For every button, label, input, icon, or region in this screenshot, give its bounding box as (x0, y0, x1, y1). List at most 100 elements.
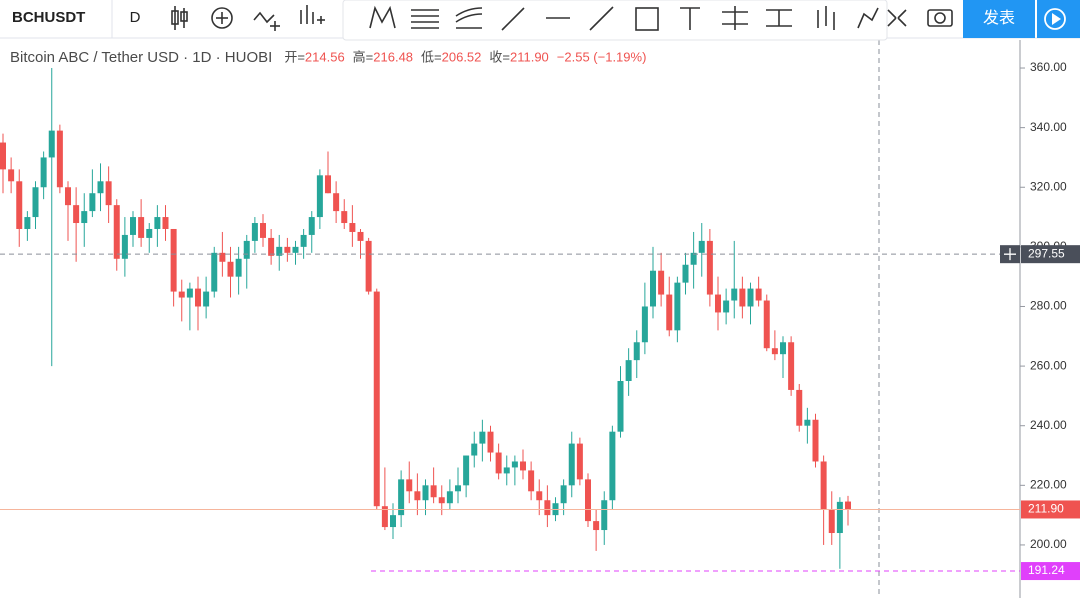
candle-body (585, 479, 591, 522)
candle-body (211, 252, 218, 292)
candle-body (390, 515, 396, 528)
candle-body (24, 217, 31, 229)
y-tick-label: 220.00 (1030, 477, 1067, 491)
candle-body (771, 348, 778, 355)
candle-body (747, 288, 754, 307)
plot-area: 200.00220.00240.00260.00280.00300.00320.… (0, 40, 1080, 598)
compare-icon[interactable] (253, 11, 280, 31)
candle-body (430, 485, 437, 498)
y-tick-label: 200.00 (1030, 537, 1067, 551)
candle-body (73, 205, 80, 224)
candle-body (373, 291, 380, 507)
candle-body (349, 223, 356, 232)
candle-body (755, 288, 762, 301)
candle-body (357, 231, 364, 241)
legend-label: 高= (353, 49, 374, 64)
drawing-toolbar (342, 0, 888, 41)
candle-body (836, 501, 843, 534)
candle-body (203, 291, 210, 307)
legend-label: 低= (421, 49, 442, 64)
candle-body (227, 261, 234, 277)
candle-body (56, 130, 63, 188)
replay-icon[interactable] (1044, 8, 1066, 30)
ohlc-legend: 开= 214.56 高= 216.48 低= 206.52 收= 211.90 −2.55 (−… (284, 49, 646, 64)
publish-label[interactable]: 发表 (983, 9, 1015, 27)
candle-body (154, 217, 161, 229)
candle-body (804, 419, 811, 426)
candle-body (284, 246, 291, 253)
candle-body (495, 452, 502, 474)
candle-body (235, 258, 242, 277)
candle-body (739, 288, 746, 307)
candle-body (105, 181, 112, 206)
candle-body (341, 211, 348, 224)
candle-body (414, 491, 421, 501)
price-label-box (1021, 245, 1080, 264)
interval[interactable]: D (130, 9, 141, 26)
candle-body (520, 461, 526, 471)
candle-body (544, 500, 551, 516)
price-label-box (1021, 500, 1080, 519)
candle-icon[interactable] (171, 6, 188, 30)
candle-body (763, 300, 770, 349)
candle-body (97, 181, 104, 194)
candle-body (690, 252, 697, 265)
chart-title: Bitcoin ABC / Tether USD · 1D · HUOBI (10, 49, 272, 66)
replay-icon-play[interactable] (1052, 13, 1061, 25)
candle-body (138, 217, 145, 238)
candle-body (633, 342, 640, 361)
y-tick-label: 240.00 (1030, 418, 1067, 432)
candle-body (113, 205, 120, 259)
y-tick-label: 320.00 (1030, 179, 1067, 193)
candle-body (650, 270, 656, 307)
candle-body (251, 223, 258, 241)
candle-body (146, 228, 153, 238)
candle-body (446, 491, 453, 504)
candle-body (723, 300, 730, 313)
candle-body (698, 240, 705, 253)
candle-body (8, 169, 15, 182)
candle-body (81, 211, 88, 224)
candle-body (609, 431, 616, 501)
candle-body (422, 485, 429, 501)
y-tick-label: 280.00 (1030, 299, 1067, 313)
candle-body (568, 443, 575, 486)
candle-body (463, 455, 470, 486)
symbol[interactable]: BCHUSDT (12, 9, 85, 26)
candle-body (731, 288, 738, 301)
candle-body (40, 157, 47, 188)
y-tick-label: 260.00 (1030, 358, 1067, 372)
candle-body (812, 419, 819, 462)
price-label: 191.24 (1028, 563, 1065, 577)
candle-body (398, 479, 405, 516)
candle-body (381, 506, 388, 528)
legend-label: 收= (489, 49, 510, 64)
candle-body (406, 479, 413, 492)
legend-label: 开= (284, 49, 305, 64)
candle-body (333, 193, 340, 212)
bars-icon[interactable] (300, 5, 325, 24)
legend-change: −2.55 (−1.19%) (557, 49, 647, 64)
legend-value: 216.48 (373, 49, 413, 64)
publish-button[interactable] (963, 0, 1035, 38)
candle-body (471, 443, 478, 456)
y-tick-label: 340.00 (1030, 120, 1067, 134)
candle-body (325, 175, 331, 194)
indicator-icon[interactable] (211, 7, 233, 29)
candle-body (89, 193, 96, 212)
candle-body (130, 217, 136, 235)
y-tick-label: 360.00 (1030, 60, 1067, 74)
legend-value: 206.52 (442, 49, 482, 64)
candle-body (121, 234, 128, 259)
price-label-box (1021, 562, 1080, 581)
candle-body (674, 282, 681, 331)
candle-body (365, 240, 372, 292)
candle-body (641, 306, 648, 343)
candle-body (260, 223, 266, 238)
drawing-tools[interactable] (369, 5, 953, 31)
candle-body (682, 264, 689, 283)
candle-body (16, 181, 23, 229)
crosshair-plus (1004, 248, 1016, 261)
candle-body (788, 342, 795, 390)
